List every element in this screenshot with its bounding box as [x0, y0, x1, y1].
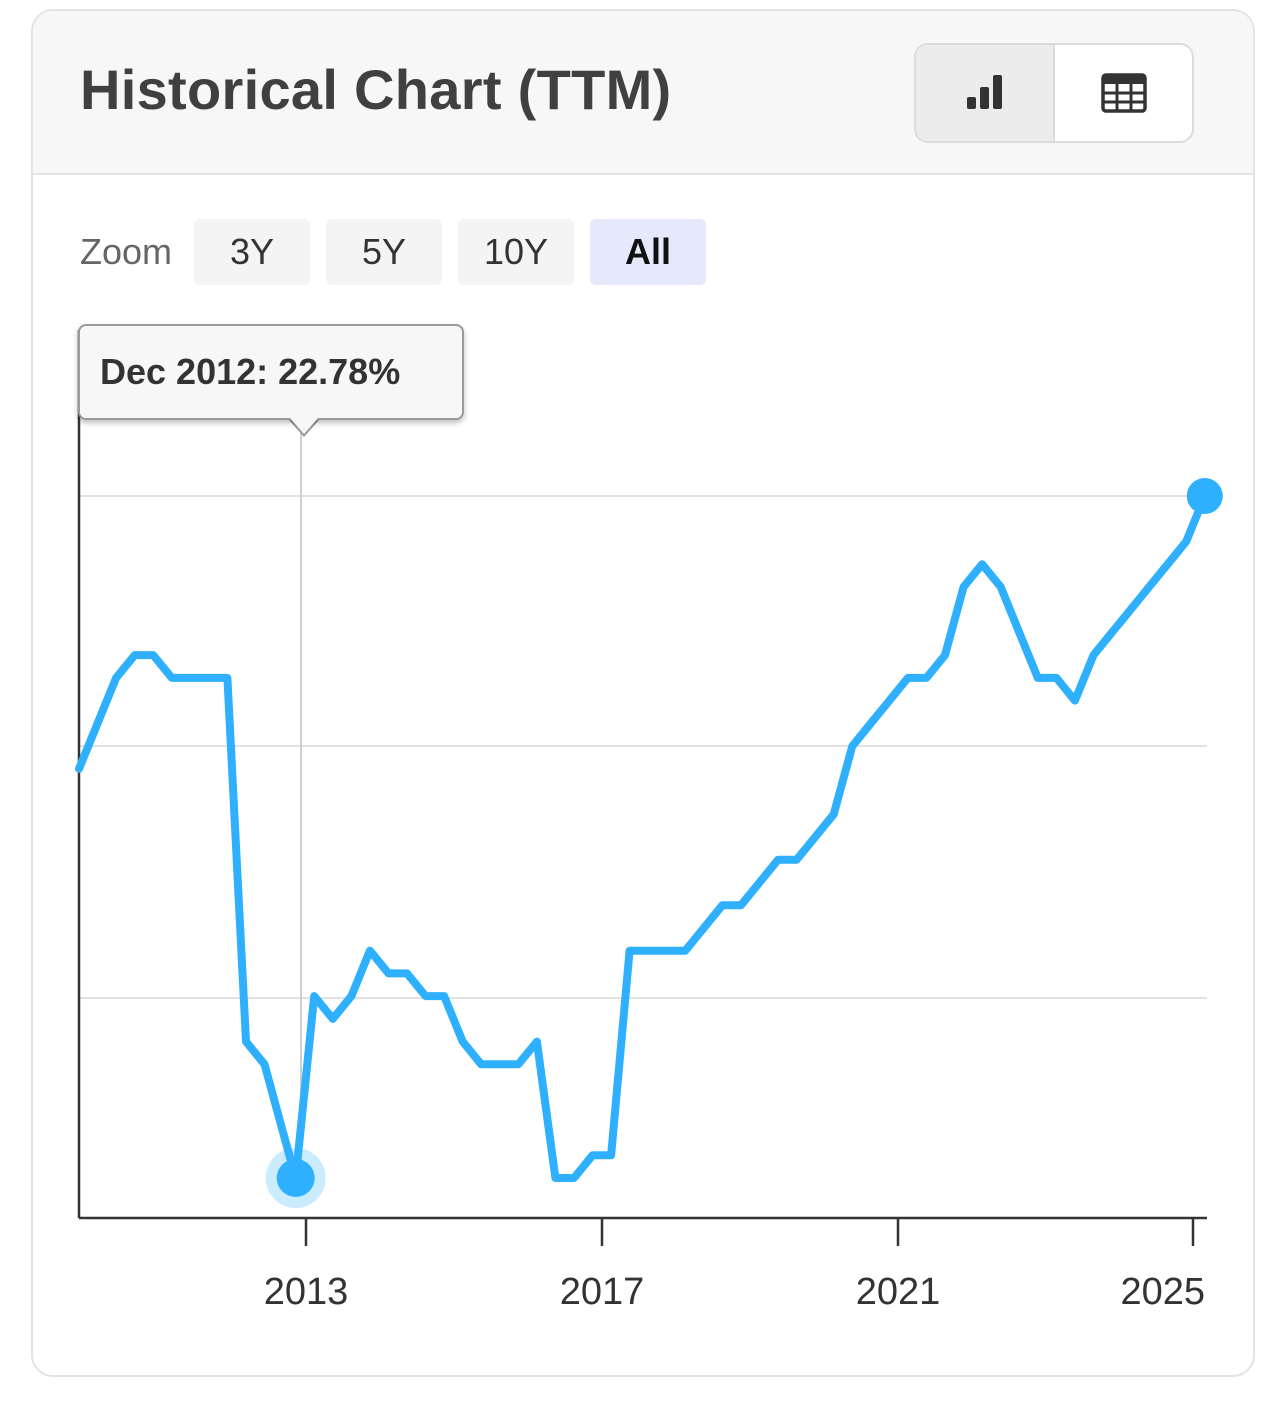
page-title: Historical Chart (TTM) — [80, 58, 672, 121]
table-view-button[interactable] — [1055, 45, 1192, 141]
zoom-controls: Zoom 3Y 5Y 10Y All — [80, 219, 722, 285]
table-icon — [1100, 73, 1147, 113]
tooltip-arrow-fill — [290, 418, 318, 434]
zoom-label: Zoom — [80, 231, 173, 272]
zoom-5y-button[interactable]: 5Y — [326, 219, 442, 285]
chart-tooltip: Dec 2012: 22.78% — [78, 324, 464, 420]
zoom-10y-button[interactable]: 10Y — [458, 219, 574, 285]
zoom-3y-button[interactable]: 3Y — [194, 219, 310, 285]
chart-card: Historical Chart (TTM) — [31, 9, 1255, 1377]
chart-view-button[interactable] — [916, 45, 1055, 141]
bar-chart-icon — [966, 75, 1002, 109]
card-header: Historical Chart (TTM) — [33, 11, 1253, 175]
zoom-all-button[interactable]: All — [590, 219, 706, 285]
view-toggle — [914, 43, 1194, 143]
